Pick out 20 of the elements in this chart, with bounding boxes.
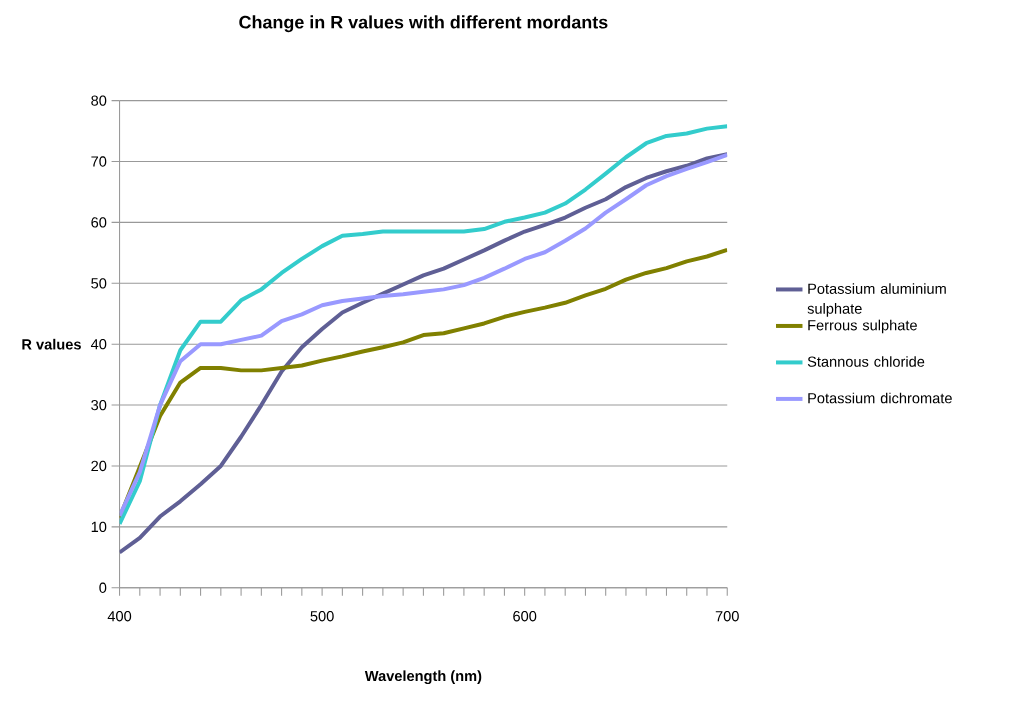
x-tick-label: 500 — [310, 610, 334, 622]
x-tick-label: 400 — [107, 610, 132, 622]
y-tick-label: 0 — [99, 582, 107, 593]
y-tick-label: 30 — [91, 399, 107, 411]
y-tick-label: 10 — [91, 521, 107, 532]
legend-label: Potassium aluminium sulphate — [807, 283, 946, 317]
x-tick-label: 700 — [715, 610, 739, 622]
legend-label: Stannous chloride — [807, 356, 925, 367]
y-tick-label: 70 — [91, 156, 107, 167]
y-tick-label: 60 — [91, 217, 107, 228]
legend-label: Potassium dichromate — [808, 392, 952, 404]
y-tick-label: 80 — [91, 95, 107, 106]
x-tick-label: 600 — [513, 610, 537, 622]
chart-title: Change in R values with different mordants — [239, 15, 608, 33]
y-tick-label: 40 — [90, 338, 107, 350]
y-axis-title: R values — [22, 338, 81, 350]
x-axis-title: Wavelength (nm) — [364, 670, 482, 684]
y-tick-label: 20 — [91, 460, 107, 472]
legend-label: Ferrous sulphate — [808, 319, 917, 334]
y-tick-label: 50 — [91, 278, 107, 289]
